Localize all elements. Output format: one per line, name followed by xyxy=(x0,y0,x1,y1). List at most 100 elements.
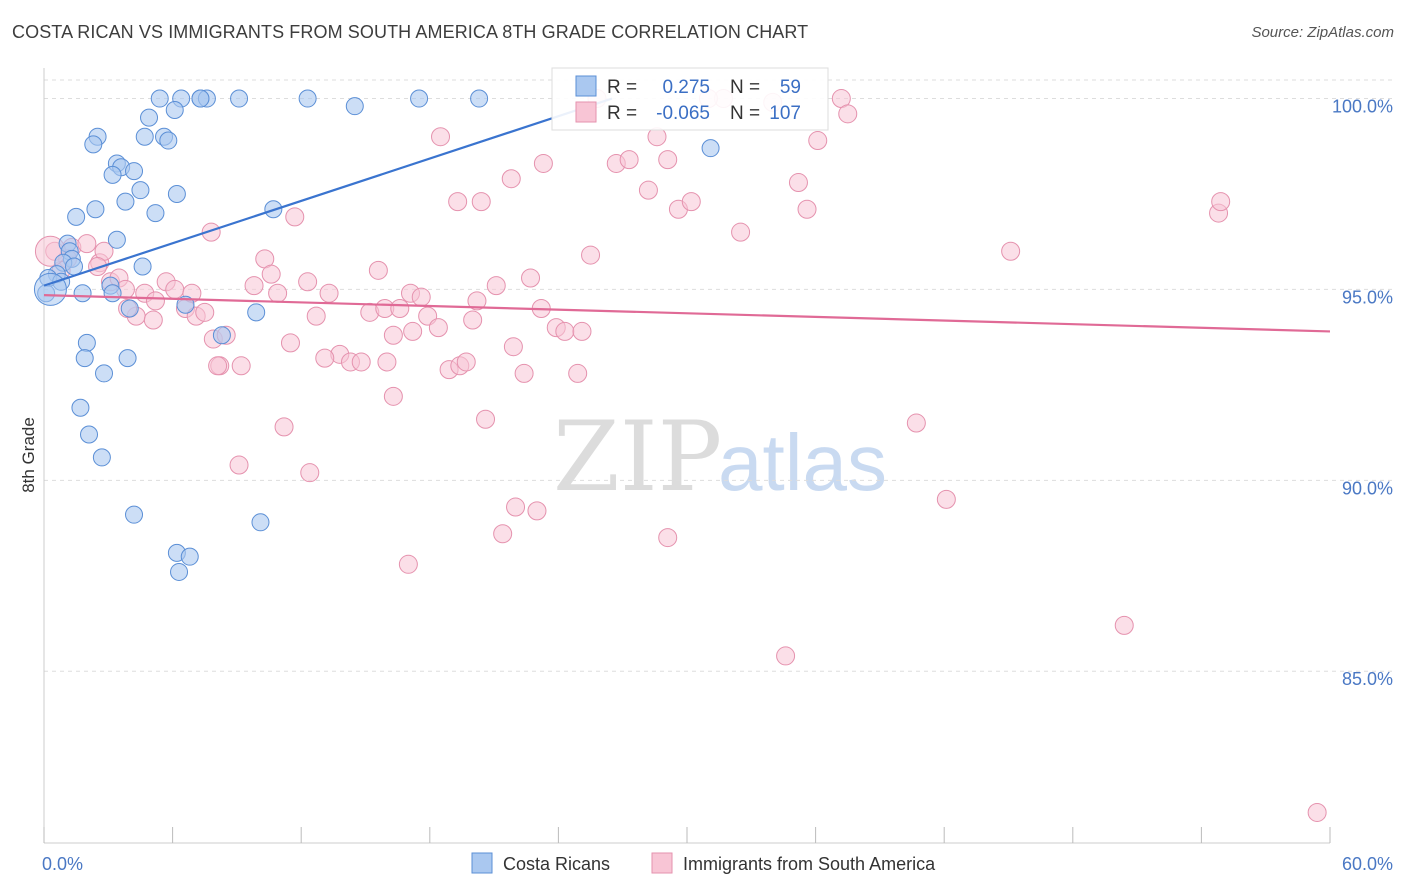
trend-lines xyxy=(43,97,1331,333)
legend-swatch-costa-ricans xyxy=(575,75,597,97)
point-immigrants-54 xyxy=(619,150,639,170)
point-immigrants-41 xyxy=(456,352,476,372)
point-costa-ricans-28 xyxy=(107,230,126,249)
point-costa-ricans-9 xyxy=(191,89,210,108)
y-tick-label-85: 85.0% xyxy=(1342,669,1393,689)
point-immigrants-29 xyxy=(351,352,371,372)
point-immigrants-61 xyxy=(731,222,751,242)
point-immigrants-87 xyxy=(471,192,491,212)
point-immigrants-18 xyxy=(231,356,251,376)
point-immigrants-31 xyxy=(368,260,388,280)
point-costa-ricans-24 xyxy=(86,200,105,219)
y-tick-label-90: 90.0% xyxy=(1342,478,1393,498)
point-immigrants-59 xyxy=(681,192,701,212)
point-immigrants-104 xyxy=(377,352,397,372)
point-immigrants-82 xyxy=(229,455,249,475)
point-immigrants-100 xyxy=(208,356,228,376)
point-immigrants-67 xyxy=(838,104,858,124)
point-immigrants-64 xyxy=(797,199,817,219)
point-immigrants-52 xyxy=(581,245,601,265)
point-immigrants-101 xyxy=(315,348,335,368)
point-immigrants-47 xyxy=(521,268,541,288)
point-costa-ricans-11 xyxy=(140,108,159,127)
point-costa-ricans-50 xyxy=(71,398,90,417)
point-immigrants-14 xyxy=(195,302,215,322)
legend-r-value-1: 0.275 xyxy=(662,77,710,98)
point-costa-ricans-45 xyxy=(212,326,231,345)
legend: R = 0.275 N = 59 R = -0.065 N = 107 xyxy=(551,67,829,131)
point-immigrants-81 xyxy=(300,463,320,483)
point-immigrants-55 xyxy=(638,180,658,200)
point-immigrants-76 xyxy=(658,528,678,548)
bottom-legend: Costa Ricans Immigrants from South Ameri… xyxy=(471,852,936,874)
legend-n-value-1: 59 xyxy=(780,77,801,98)
point-costa-ricans-58 xyxy=(701,139,720,158)
point-immigrants-86 xyxy=(448,192,468,212)
point-costa-ricans-10 xyxy=(165,100,184,119)
point-immigrants-26 xyxy=(319,283,339,303)
bottom-legend-costa-ricans: Costa Ricans xyxy=(503,854,610,874)
point-immigrants-85 xyxy=(431,127,451,147)
point-immigrants-11 xyxy=(165,279,185,299)
legend-r-label-2: R = xyxy=(607,103,637,124)
point-immigrants-80 xyxy=(398,554,418,574)
grid-lines xyxy=(44,79,1395,672)
point-immigrants-65 xyxy=(808,131,828,151)
point-immigrants-102 xyxy=(403,321,423,341)
point-costa-ricans-40 xyxy=(73,284,92,303)
point-costa-ricans-13 xyxy=(135,127,154,146)
point-costa-ricans-51 xyxy=(80,425,99,444)
point-costa-ricans-15 xyxy=(159,131,178,150)
point-immigrants-50 xyxy=(555,321,575,341)
point-costa-ricans-16 xyxy=(84,135,103,154)
point-immigrants-34 xyxy=(390,299,410,319)
point-immigrants-38 xyxy=(428,318,448,338)
source-credit: Source: ZipAtlas.com xyxy=(1251,24,1394,41)
point-costa-ricans-57 xyxy=(170,562,189,581)
point-immigrants-91 xyxy=(201,222,221,242)
point-immigrants-83 xyxy=(274,417,294,437)
point-costa-ricans-43 xyxy=(120,299,139,318)
point-costa-ricans-47 xyxy=(118,349,137,368)
point-immigrants-75 xyxy=(776,646,796,666)
point-immigrants-51 xyxy=(572,321,592,341)
point-costa-ricans-20 xyxy=(103,165,122,184)
point-costa-ricans-56 xyxy=(180,547,199,566)
point-costa-ricans-5 xyxy=(298,89,317,108)
legend-r-value-2: -0.065 xyxy=(656,103,710,124)
point-immigrants-74 xyxy=(1307,802,1327,822)
point-costa-ricans-19 xyxy=(125,162,144,181)
point-costa-ricans-34 xyxy=(133,257,152,276)
point-costa-ricans-23 xyxy=(116,192,135,211)
point-immigrants-57 xyxy=(658,150,678,170)
point-immigrants-44 xyxy=(486,276,506,296)
legend-swatch-immigrants xyxy=(575,101,597,123)
point-immigrants-89 xyxy=(533,153,553,173)
point-costa-ricans-49 xyxy=(95,364,114,383)
point-immigrants-36 xyxy=(411,287,431,307)
point-costa-ricans-44 xyxy=(247,303,266,322)
trend-line-costa-ricans xyxy=(43,97,613,287)
bottom-legend-swatch-costa-ricans xyxy=(471,852,493,874)
point-immigrants-79 xyxy=(527,501,547,521)
point-immigrants-33 xyxy=(383,325,403,345)
point-immigrants-88 xyxy=(501,169,521,189)
point-costa-ricans-26 xyxy=(67,207,86,226)
point-immigrants-70 xyxy=(1001,241,1021,261)
y-tick-label-100: 100.0% xyxy=(1332,97,1393,117)
point-immigrants-24 xyxy=(298,272,318,292)
point-costa-ricans-25 xyxy=(146,204,165,223)
point-costa-ricans-48 xyxy=(75,349,94,368)
point-immigrants-73 xyxy=(1211,192,1231,212)
watermark-atlas: atlas xyxy=(718,418,887,507)
point-immigrants-84 xyxy=(383,386,403,406)
point-immigrants-43 xyxy=(476,409,496,429)
point-immigrants-21 xyxy=(261,264,281,284)
y-tick-label-95: 95.0% xyxy=(1342,287,1393,307)
point-costa-ricans-6 xyxy=(345,97,364,116)
point-costa-ricans-4 xyxy=(230,89,249,108)
bottom-legend-immigrants: Immigrants from South America xyxy=(683,854,936,874)
point-immigrants-97 xyxy=(143,310,163,330)
point-immigrants-22 xyxy=(268,283,288,303)
